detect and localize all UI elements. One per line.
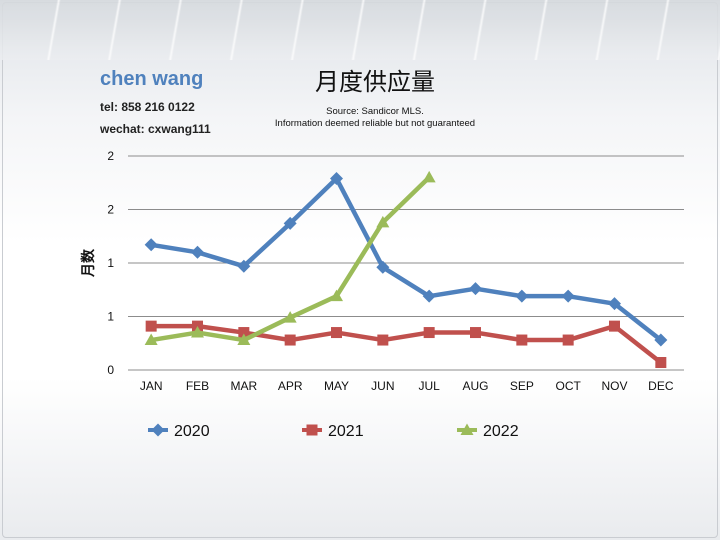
legend-marker	[306, 424, 318, 436]
legend: 2020 2021 2022	[148, 423, 519, 440]
data-point	[376, 260, 390, 274]
y-tick-label: 0	[107, 363, 114, 377]
agent-wechat: wechat: cxwang111	[100, 122, 211, 136]
x-tick-label: OCT	[555, 379, 581, 393]
source-note: Source: Sandicor MLS.	[326, 106, 424, 117]
x-tick-label: MAR	[230, 379, 257, 393]
data-point	[191, 245, 204, 259]
header-decoration	[0, 0, 720, 60]
data-point	[330, 171, 343, 185]
series-2022	[144, 170, 436, 346]
data-point	[376, 215, 390, 228]
data-point	[237, 333, 251, 346]
y-axis-ticks: 0 1 1 2 2	[107, 149, 114, 377]
data-point	[331, 327, 342, 339]
data-point	[608, 297, 621, 311]
legend-label: 2021	[328, 423, 364, 440]
series-2020	[144, 171, 668, 347]
data-point	[144, 333, 158, 346]
legend-marker	[460, 423, 474, 435]
y-tick-label: 1	[107, 256, 114, 270]
data-point	[238, 327, 250, 339]
data-point	[562, 334, 574, 346]
data-point	[422, 289, 436, 303]
x-tick-label: AUG	[462, 379, 488, 393]
legend-marker	[151, 423, 165, 437]
data-point	[654, 333, 668, 347]
data-point	[237, 259, 251, 273]
legend-item-2020: 2020	[148, 423, 210, 440]
series-line	[150, 176, 663, 342]
data-point	[191, 326, 204, 338]
x-tick-label: JUN	[371, 379, 394, 393]
x-axis-ticks: JAN FEB MAR APR MAY JUN JUL AUG SEP OCT NOV DEC	[140, 379, 674, 393]
x-tick-label: MAY	[324, 379, 349, 393]
chart-title: 月度供应量	[315, 68, 435, 96]
data-point	[144, 238, 158, 252]
series-2021	[145, 320, 667, 369]
x-tick-label: FEB	[186, 379, 209, 393]
data-point	[470, 327, 481, 339]
data-point	[283, 216, 297, 230]
data-point	[283, 311, 297, 323]
legend-label: 2022	[483, 423, 519, 440]
gridlines	[128, 155, 684, 371]
y-axis-label: 月数	[80, 248, 97, 278]
legend-label: 2020	[174, 423, 210, 440]
data-point	[422, 170, 436, 183]
data-point	[330, 289, 343, 302]
series-line	[151, 323, 663, 365]
series-lines	[144, 170, 668, 369]
data-point	[145, 320, 157, 332]
legend-item-2022: 2022	[457, 423, 519, 440]
data-point	[469, 282, 482, 296]
agent-name: chen wang	[100, 68, 204, 90]
data-point	[377, 334, 389, 346]
x-tick-label: DEC	[648, 379, 674, 393]
y-tick-label: 2	[107, 203, 114, 217]
data-point	[284, 334, 296, 346]
data-point	[516, 334, 528, 346]
data-point	[609, 320, 620, 332]
disclaimer-note: Information deemed reliable but not guar…	[274, 118, 476, 129]
data-point	[515, 289, 529, 303]
legend-item-2021: 2021	[302, 423, 364, 440]
x-tick-label: JUL	[418, 379, 440, 393]
data-point	[561, 289, 575, 303]
x-tick-label: APR	[278, 379, 303, 393]
y-tick-label: 1	[107, 310, 114, 324]
x-tick-label: SEP	[510, 379, 534, 393]
x-tick-label: JAN	[140, 379, 163, 393]
data-point	[423, 327, 435, 339]
x-tick-label: NOV	[601, 379, 627, 393]
y-tick-label: 2	[107, 149, 114, 163]
agent-tel: tel: 858 216 0122	[100, 100, 195, 114]
data-point	[655, 357, 667, 369]
